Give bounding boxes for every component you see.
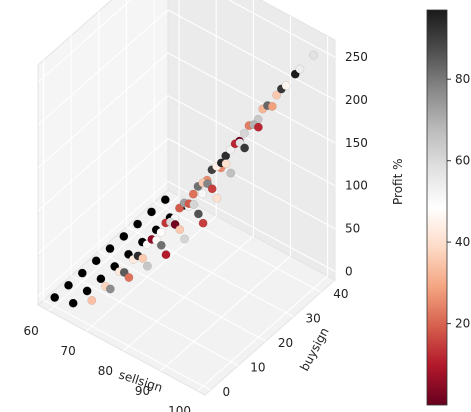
data-point bbox=[180, 234, 190, 244]
data-point bbox=[207, 184, 217, 194]
x-tick-label: 100 bbox=[168, 404, 191, 412]
axes-panes bbox=[37, 0, 336, 396]
back-pane bbox=[167, 0, 336, 281]
grid-line-z bbox=[37, 0, 336, 83]
scatter-points bbox=[50, 50, 319, 308]
grid-line-x bbox=[48, 0, 180, 312]
data-point bbox=[105, 284, 115, 294]
data-point bbox=[239, 128, 249, 138]
data-point bbox=[240, 143, 250, 153]
data-point bbox=[138, 253, 148, 263]
data-point bbox=[188, 189, 198, 199]
x-tick-label: 80 bbox=[98, 364, 113, 378]
axis-ticks: 60 70 80 90 100 0 10 20 30 40 0 50 100 150 200 250 bbox=[23, 50, 367, 412]
data-point bbox=[272, 90, 281, 100]
data-point bbox=[68, 298, 78, 308]
grid-line-x bbox=[123, 0, 254, 352]
data-point bbox=[82, 286, 92, 296]
data-point bbox=[225, 145, 235, 155]
colorbar-tick-label: 40 bbox=[455, 235, 470, 249]
y-tick-label: 40 bbox=[333, 287, 348, 301]
colorbar-ticks: 20 40 60 80 bbox=[447, 72, 470, 331]
z-axis-label: Profit % bbox=[391, 158, 405, 205]
data-point bbox=[189, 200, 199, 209]
data-point bbox=[64, 280, 73, 290]
y-tick-label: 30 bbox=[306, 312, 321, 326]
x-tick-label: 60 bbox=[23, 324, 38, 338]
grid-line-y bbox=[70, 35, 239, 367]
data-point bbox=[156, 227, 166, 237]
data-point bbox=[142, 261, 152, 271]
grid-line-y bbox=[125, 0, 294, 318]
colorbar-tick-label: 20 bbox=[455, 317, 470, 331]
z-tick-label: 200 bbox=[345, 93, 368, 107]
z-tick-label: 0 bbox=[345, 264, 353, 278]
data-point bbox=[87, 295, 97, 305]
data-point bbox=[253, 122, 263, 132]
grid-line-y bbox=[153, 0, 322, 293]
grid-line-y bbox=[98, 11, 267, 342]
data-point bbox=[193, 209, 203, 219]
grid-line-x bbox=[85, 0, 217, 332]
y-tick-label: 0 bbox=[223, 385, 231, 399]
data-point bbox=[281, 81, 291, 91]
z-tick-label: 50 bbox=[345, 222, 360, 236]
data-point bbox=[212, 193, 222, 203]
data-point bbox=[197, 189, 207, 199]
data-point bbox=[160, 195, 170, 205]
data-point bbox=[119, 231, 129, 241]
data-point bbox=[221, 159, 231, 169]
y-axis-label: buysign bbox=[297, 325, 331, 373]
data-point bbox=[133, 219, 143, 229]
data-point bbox=[198, 218, 208, 228]
grid-line-z bbox=[37, 52, 336, 169]
x-tick-label: 70 bbox=[61, 344, 76, 358]
grid-line-x bbox=[197, 36, 329, 392]
z-tick-label: 100 bbox=[345, 179, 368, 193]
data-point bbox=[105, 244, 115, 254]
z-tick-label: 250 bbox=[345, 50, 368, 64]
data-point bbox=[175, 225, 185, 235]
grid-line-y bbox=[42, 60, 211, 391]
colorbar: 20 40 60 80 bbox=[426, 9, 470, 406]
data-point bbox=[295, 64, 305, 74]
x-tick-label: 90 bbox=[135, 384, 150, 398]
data-point bbox=[267, 102, 277, 111]
data-point bbox=[96, 274, 106, 284]
y-tick-label: 20 bbox=[278, 336, 293, 350]
data-point bbox=[91, 256, 101, 266]
colorbar-gradient bbox=[426, 9, 448, 406]
z-tick-label: 150 bbox=[345, 136, 368, 150]
data-point bbox=[226, 168, 236, 178]
y-tick-label: 10 bbox=[250, 361, 265, 375]
grid-line-z bbox=[37, 95, 336, 212]
data-point bbox=[50, 293, 60, 302]
grid-line-x bbox=[160, 16, 292, 372]
colorbar-tick-label: 60 bbox=[455, 154, 470, 168]
data-point bbox=[124, 273, 134, 282]
grid-line-z bbox=[37, 9, 336, 126]
grid-line-z bbox=[37, 137, 336, 255]
data-point bbox=[77, 268, 87, 278]
data-point bbox=[161, 250, 171, 260]
data-point bbox=[309, 50, 319, 60]
grid-line-z bbox=[37, 180, 336, 297]
data-point bbox=[156, 240, 166, 250]
colorbar-tick-label: 80 bbox=[455, 72, 470, 86]
axes-grid bbox=[37, 0, 336, 392]
data-point bbox=[147, 207, 156, 217]
